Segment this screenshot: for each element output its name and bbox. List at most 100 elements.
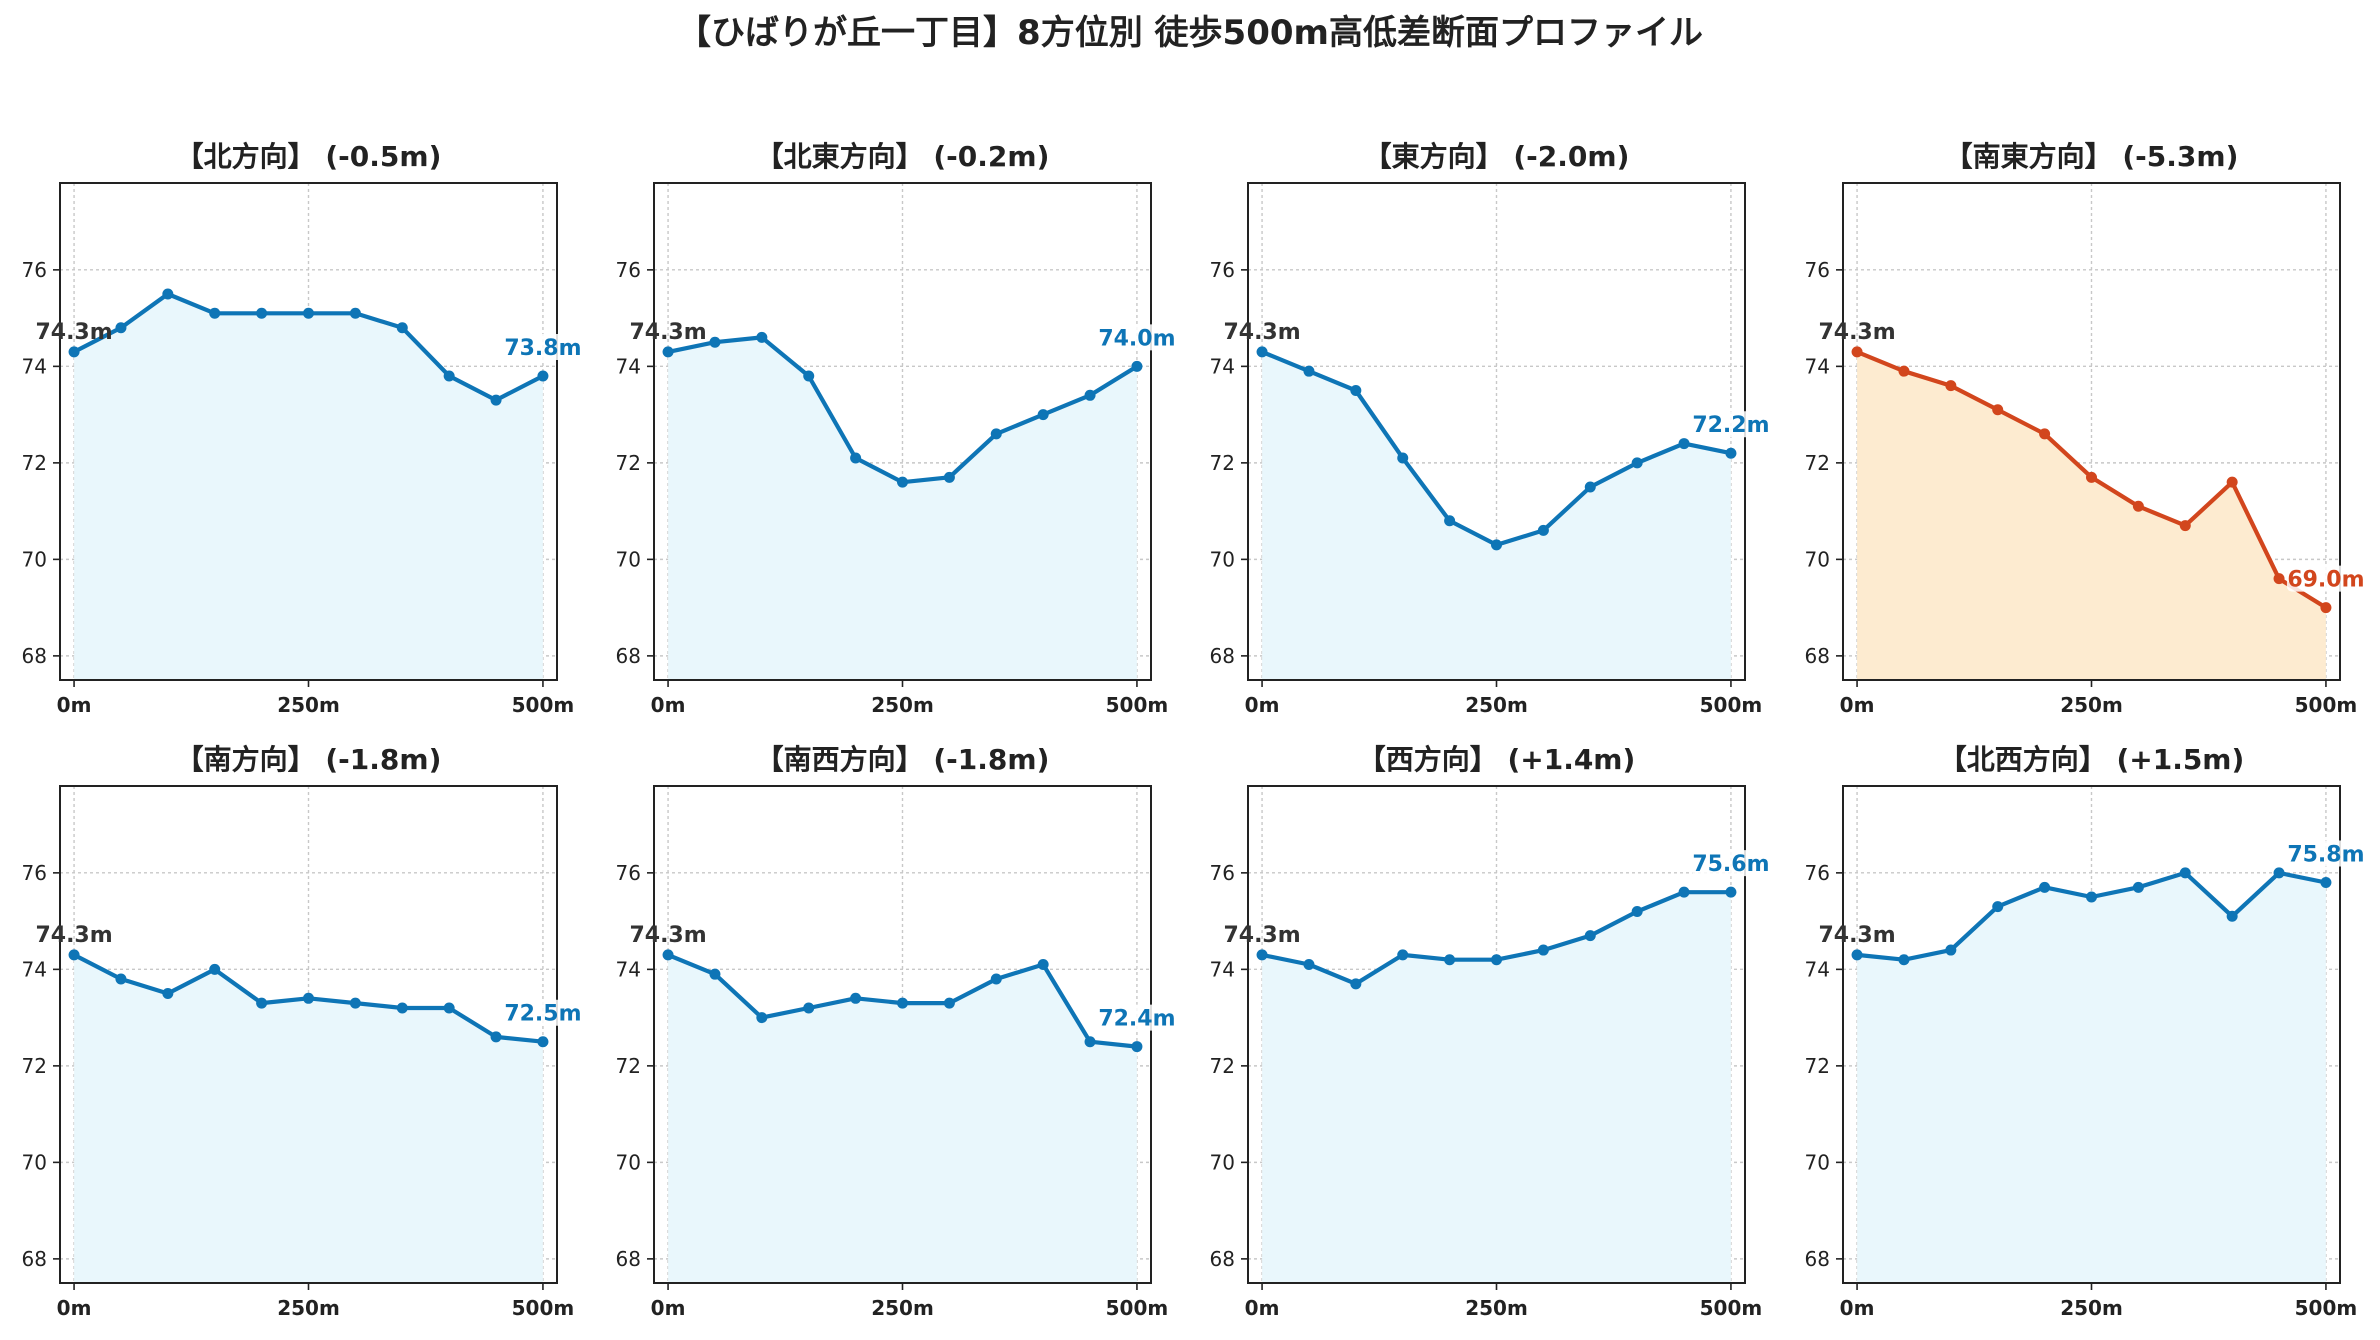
y-tick-label: 70	[22, 547, 47, 571]
data-point	[2086, 471, 2097, 483]
data-point	[1131, 360, 1143, 372]
data-point	[1851, 949, 1863, 961]
data-point	[2320, 877, 2332, 889]
data-point	[1631, 457, 1643, 469]
data-point	[943, 997, 955, 1009]
y-tick-label: 72	[1210, 1054, 1235, 1078]
data-point	[2226, 476, 2238, 488]
data-point	[850, 452, 862, 464]
start-elevation-label: 74.3m	[35, 320, 112, 345]
figure-title: 【ひばりが丘一丁目】8方位別 徒歩500m高低差断面プロファイル	[677, 13, 1703, 53]
end-label-background	[1097, 324, 1176, 351]
subplot-title: 【南東方向】 (-5.3m)	[1945, 140, 2239, 173]
y-tick-label: 68	[1805, 644, 1830, 668]
data-point	[1397, 949, 1409, 961]
data-point	[2273, 867, 2285, 879]
y-tick-label: 68	[1210, 1247, 1235, 1271]
data-point	[2039, 881, 2051, 893]
subplot-1: 【北方向】 (-0.5m) 68 70 72 74 76 0m 250m 500m 74.3m 73…	[22, 140, 582, 717]
data-point	[162, 288, 174, 300]
data-point	[2132, 881, 2144, 893]
y-tick-label: 74	[616, 354, 641, 378]
data-point	[1491, 954, 1502, 966]
x-tick-label: 0m	[57, 693, 92, 717]
data-point	[303, 992, 314, 1004]
start-elevation-label: 74.3m	[1818, 320, 1895, 345]
data-point	[1256, 346, 1268, 358]
end-elevation-label: 72.4m	[1098, 1007, 1175, 1032]
y-tick-label: 68	[1210, 644, 1235, 668]
subplot-title: 【西方向】 (+1.4m)	[1358, 743, 1636, 776]
x-tick-label: 0m	[651, 693, 686, 717]
end-elevation-label: 72.2m	[1692, 413, 1769, 438]
elevation-area	[668, 954, 1137, 1283]
y-tick-label: 76	[1210, 258, 1235, 282]
end-label-background	[503, 334, 582, 361]
data-point	[1131, 1041, 1143, 1053]
x-tick-label: 500m	[2295, 693, 2358, 717]
data-point	[990, 428, 1002, 440]
y-tick-label: 76	[22, 258, 47, 282]
data-point	[2179, 867, 2191, 879]
subplot-6: 【南西方向】 (-1.8m) 68 70 72 74 76 0m 250m 500m 74.3m 7…	[616, 743, 1176, 1320]
y-tick-label: 68	[22, 1247, 47, 1271]
y-tick-label: 76	[1805, 258, 1830, 282]
y-tick-label: 68	[616, 1247, 641, 1271]
start-elevation-label: 74.3m	[1223, 320, 1300, 345]
data-point	[1631, 905, 1643, 917]
data-point	[1084, 1036, 1096, 1048]
x-tick-label: 0m	[1245, 1296, 1280, 1320]
subplot-5: 【南方向】 (-1.8m) 68 70 72 74 76 0m 250m 500m 74.3m 72…	[22, 743, 582, 1320]
start-elevation-label: 74.3m	[35, 923, 112, 948]
start-elevation-label: 74.3m	[629, 923, 706, 948]
end-label-background	[2286, 840, 2365, 867]
data-point	[1851, 346, 1863, 358]
data-point	[115, 322, 127, 334]
y-tick-label: 74	[22, 354, 47, 378]
data-point	[662, 949, 674, 961]
y-tick-label: 68	[1805, 1247, 1830, 1271]
y-tick-label: 74	[22, 957, 47, 981]
data-point	[68, 949, 80, 961]
data-point	[443, 1002, 455, 1014]
y-tick-label: 70	[1805, 1150, 1830, 1174]
data-point	[709, 336, 721, 348]
data-point	[2320, 602, 2332, 614]
data-point	[990, 973, 1002, 985]
y-tick-label: 72	[22, 1054, 47, 1078]
y-tick-label: 68	[616, 644, 641, 668]
data-point	[209, 307, 221, 319]
data-point	[803, 1002, 815, 1014]
data-point	[1350, 384, 1362, 396]
data-point	[256, 997, 268, 1009]
data-point	[2179, 520, 2191, 532]
end-elevation-label: 73.8m	[504, 336, 581, 361]
y-tick-label: 74	[1805, 354, 1830, 378]
data-point	[2273, 573, 2285, 585]
subplot-2: 【北東方向】 (-0.2m) 68 70 72 74 76 0m 250m 500m 74.3m 7…	[616, 140, 1176, 717]
data-point	[349, 997, 361, 1009]
data-point	[1303, 365, 1315, 377]
data-point	[303, 307, 314, 319]
x-tick-label: 250m	[871, 693, 934, 717]
y-tick-label: 74	[1210, 957, 1235, 981]
data-point	[1537, 524, 1549, 536]
y-tick-label: 76	[616, 258, 641, 282]
x-tick-label: 500m	[2295, 1296, 2358, 1320]
data-point	[1397, 452, 1409, 464]
x-tick-label: 250m	[277, 693, 340, 717]
data-point	[943, 471, 955, 483]
x-tick-label: 250m	[2060, 1296, 2123, 1320]
y-tick-label: 74	[616, 957, 641, 981]
data-point	[162, 987, 174, 999]
y-tick-label: 70	[1210, 547, 1235, 571]
subplot-4: 【南東方向】 (-5.3m) 68 70 72 74 76 0m 250m 500m 74.3m 6…	[1805, 140, 2365, 717]
data-point	[1945, 380, 1957, 392]
data-point	[1678, 886, 1690, 898]
data-point	[1945, 944, 1957, 956]
y-tick-label: 68	[22, 644, 47, 668]
x-tick-label: 500m	[1106, 1296, 1169, 1320]
x-tick-label: 0m	[1840, 1296, 1875, 1320]
